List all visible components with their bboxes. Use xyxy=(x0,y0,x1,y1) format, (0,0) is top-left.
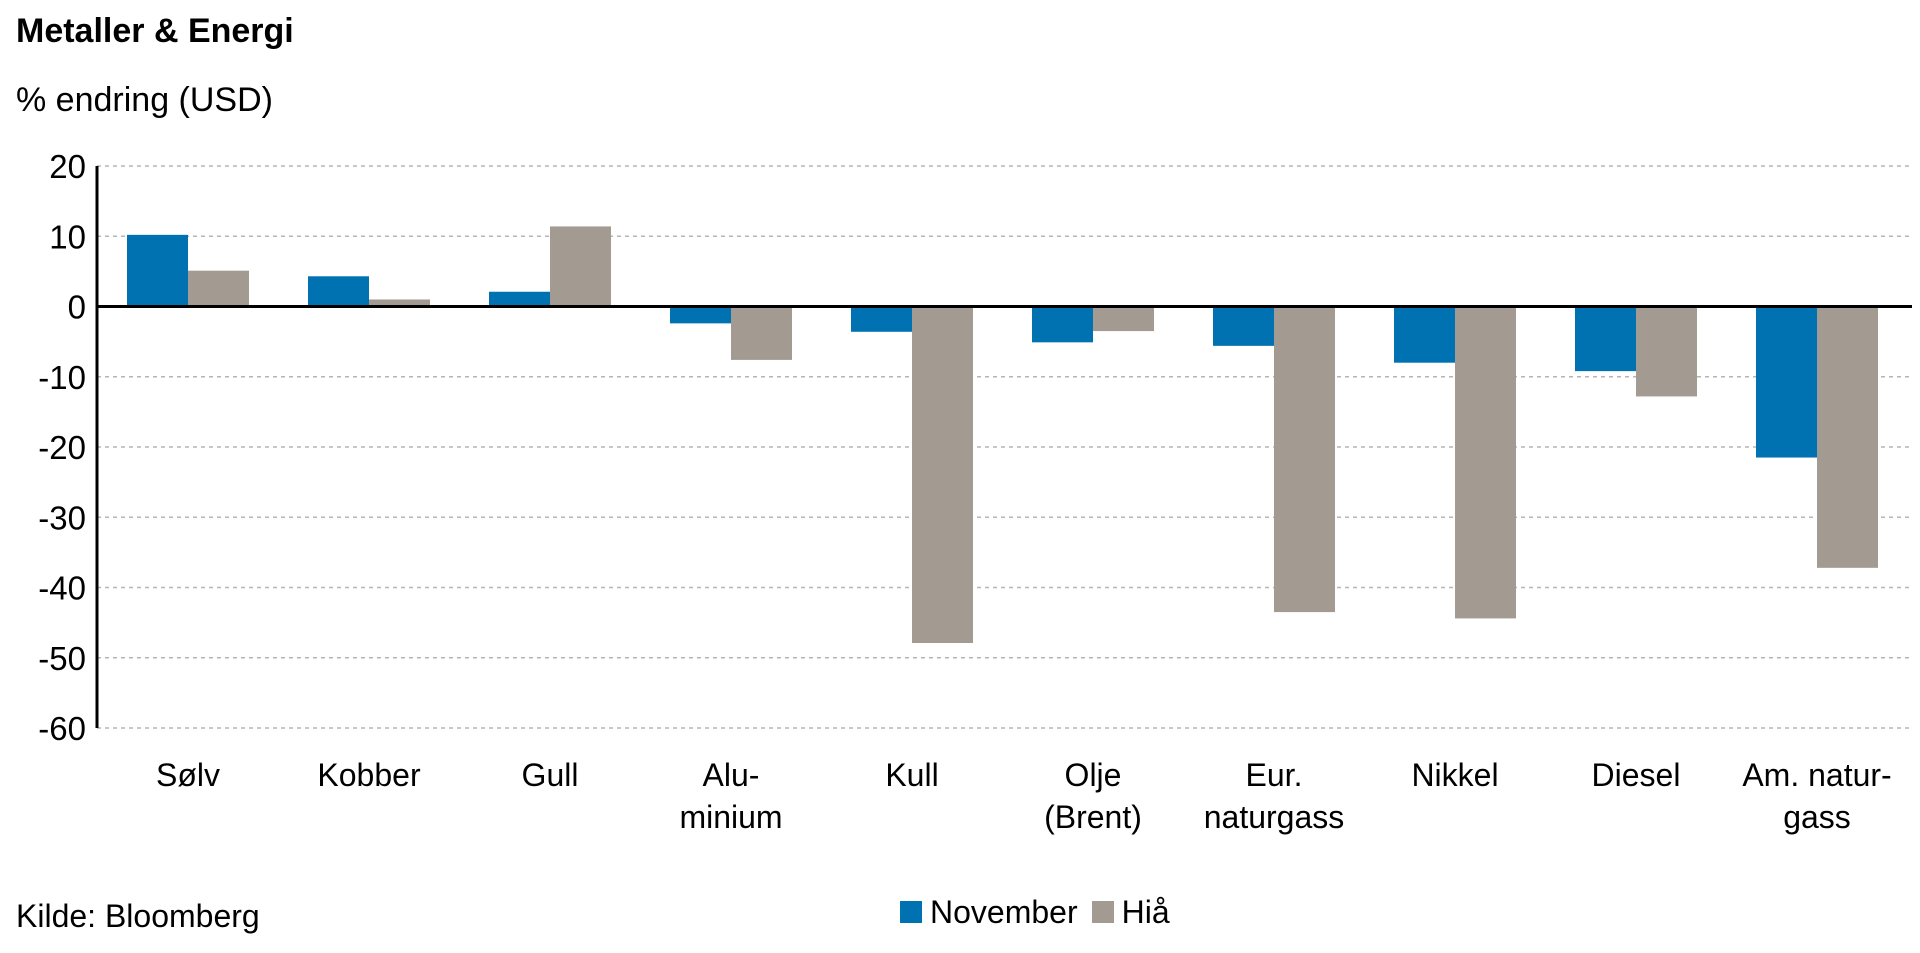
legend-item-november: November xyxy=(900,894,1078,931)
source-note: Kilde: Bloomberg xyxy=(16,898,260,934)
bar-november xyxy=(1575,306,1636,372)
category-label: (Brent) xyxy=(1044,799,1142,835)
category-label: naturgass xyxy=(1204,799,1345,835)
y-tick-label: -60 xyxy=(38,710,86,747)
chart-title: Metaller & Energi xyxy=(16,12,294,50)
bar-hia xyxy=(1455,306,1516,619)
y-tick-label: 20 xyxy=(49,148,86,185)
bar-hia xyxy=(1636,306,1697,397)
bars xyxy=(127,226,1878,643)
y-tick-label: -10 xyxy=(38,359,86,396)
bar-hia xyxy=(188,270,249,307)
category-label: Diesel xyxy=(1592,757,1681,793)
y-tick-labels: 20 10 0 -10 -20 -30 -40 -50 -60 xyxy=(38,148,86,747)
gridlines xyxy=(97,165,1912,729)
y-tick-label: -30 xyxy=(38,499,86,536)
bar-november xyxy=(1213,306,1274,346)
category-label: gass xyxy=(1783,799,1851,835)
bar-hia xyxy=(369,299,430,307)
bar-hia xyxy=(1817,306,1878,568)
category-label: minium xyxy=(679,799,782,835)
legend-swatch-november xyxy=(900,901,922,923)
bar-hia xyxy=(731,306,792,360)
legend: November Hiå xyxy=(900,888,1170,936)
y-axis-unit-label: % endring (USD) xyxy=(16,81,273,119)
bar-hia xyxy=(1093,306,1154,332)
y-tick-label: -20 xyxy=(38,429,86,466)
category-label: Sølv xyxy=(156,757,220,793)
category-label: Kull xyxy=(885,757,938,793)
y-tick-label: -50 xyxy=(38,640,86,677)
bar-november xyxy=(489,291,550,307)
bar-november xyxy=(1756,306,1817,458)
category-labels: Sølv Kobber Gull Alu-minium Kull Olje (Brent) E… xyxy=(156,757,1892,835)
axes xyxy=(95,166,1912,728)
bar-hia xyxy=(912,306,973,643)
category-label: Kobber xyxy=(317,757,421,793)
bar-november xyxy=(1032,306,1093,343)
y-tick-label: -40 xyxy=(38,570,86,607)
category-label: Nikkel xyxy=(1411,757,1498,793)
bar-november xyxy=(308,276,369,307)
legend-item-hia: Hiå xyxy=(1091,893,1170,931)
y-tick-label: 10 xyxy=(49,218,86,255)
y-tick-label: 0 xyxy=(68,289,86,326)
category-label: Am. natur- xyxy=(1742,757,1891,793)
category-label: Olje xyxy=(1065,757,1122,793)
bar-november xyxy=(670,306,731,324)
bar-hia xyxy=(1274,306,1335,613)
category-label: Alu- xyxy=(703,757,760,793)
category-label: Eur. xyxy=(1246,757,1303,793)
bar-november xyxy=(851,306,912,332)
legend-label-hia: Hiå xyxy=(1121,893,1170,930)
bar-hia xyxy=(550,226,611,307)
bar-november xyxy=(1394,306,1455,363)
category-label: Gull xyxy=(522,757,579,793)
legend-swatch-hia xyxy=(1091,901,1114,923)
bar-november xyxy=(127,234,188,307)
legend-label-november: November xyxy=(930,893,1078,930)
